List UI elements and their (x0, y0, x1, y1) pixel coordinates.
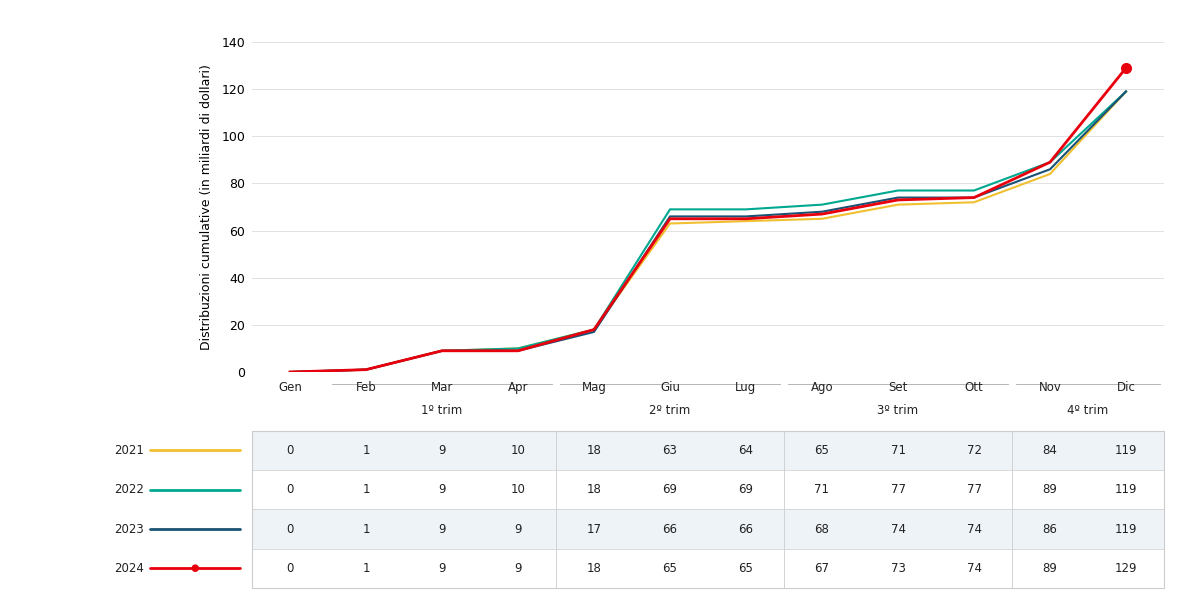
Text: 3º trim: 3º trim (877, 404, 918, 417)
Text: 119: 119 (1115, 523, 1138, 536)
Text: ●: ● (191, 563, 199, 574)
Text: Ago: Ago (811, 381, 833, 394)
Text: 9: 9 (438, 483, 445, 496)
Text: 9: 9 (438, 562, 445, 575)
Text: 2021: 2021 (114, 444, 144, 457)
Text: Apr: Apr (508, 381, 528, 394)
Text: 18: 18 (587, 562, 601, 575)
Text: 9: 9 (438, 444, 445, 457)
Text: Nov: Nov (1038, 381, 1062, 394)
Text: 17: 17 (587, 523, 601, 536)
Text: 63: 63 (662, 444, 678, 457)
Text: 65: 65 (662, 562, 678, 575)
Text: Giu: Giu (660, 381, 680, 394)
Text: 74: 74 (966, 523, 982, 536)
Text: 66: 66 (738, 523, 754, 536)
Text: Mar: Mar (431, 381, 454, 394)
Text: 65: 65 (815, 444, 829, 457)
Text: Gen: Gen (278, 381, 302, 394)
Text: 0: 0 (287, 483, 294, 496)
Text: 18: 18 (587, 483, 601, 496)
Text: 77: 77 (890, 483, 906, 496)
Text: 9: 9 (515, 523, 522, 536)
Text: Set: Set (888, 381, 907, 394)
Text: 72: 72 (966, 444, 982, 457)
Text: 89: 89 (1043, 562, 1057, 575)
Text: 1: 1 (362, 562, 370, 575)
Text: 9: 9 (515, 562, 522, 575)
Text: 65: 65 (738, 562, 754, 575)
Text: 0: 0 (287, 562, 294, 575)
Text: 2023: 2023 (114, 523, 144, 536)
Text: 1: 1 (362, 444, 370, 457)
Text: 86: 86 (1043, 523, 1057, 536)
Text: 119: 119 (1115, 483, 1138, 496)
Text: 74: 74 (890, 523, 906, 536)
Text: 89: 89 (1043, 483, 1057, 496)
Text: 129: 129 (1115, 562, 1138, 575)
Text: 67: 67 (815, 562, 829, 575)
Text: Dic: Dic (1116, 381, 1135, 394)
Text: 71: 71 (815, 483, 829, 496)
Text: 64: 64 (738, 444, 754, 457)
Text: Mag: Mag (582, 381, 606, 394)
Text: 1º trim: 1º trim (421, 404, 463, 417)
Text: Ott: Ott (965, 381, 983, 394)
Text: 2º trim: 2º trim (649, 404, 691, 417)
Text: 68: 68 (815, 523, 829, 536)
Text: 18: 18 (587, 444, 601, 457)
Y-axis label: Distribuzioni cumulative (in miliardi di dollari): Distribuzioni cumulative (in miliardi di… (200, 64, 212, 350)
Text: 0: 0 (287, 523, 294, 536)
Text: 73: 73 (890, 562, 906, 575)
Text: 84: 84 (1043, 444, 1057, 457)
Text: 77: 77 (966, 483, 982, 496)
Text: 69: 69 (738, 483, 754, 496)
Text: 4º trim: 4º trim (1067, 404, 1109, 417)
Text: 74: 74 (966, 562, 982, 575)
Text: Lug: Lug (736, 381, 757, 394)
Text: Feb: Feb (355, 381, 377, 394)
Text: 119: 119 (1115, 444, 1138, 457)
Text: 2024: 2024 (114, 562, 144, 575)
Text: 1: 1 (362, 483, 370, 496)
Text: 1: 1 (362, 523, 370, 536)
Text: 10: 10 (510, 444, 526, 457)
Text: 2022: 2022 (114, 483, 144, 496)
Text: 0: 0 (287, 444, 294, 457)
Text: 10: 10 (510, 483, 526, 496)
Text: 69: 69 (662, 483, 678, 496)
Text: 71: 71 (890, 444, 906, 457)
Text: 9: 9 (438, 523, 445, 536)
Text: 66: 66 (662, 523, 678, 536)
